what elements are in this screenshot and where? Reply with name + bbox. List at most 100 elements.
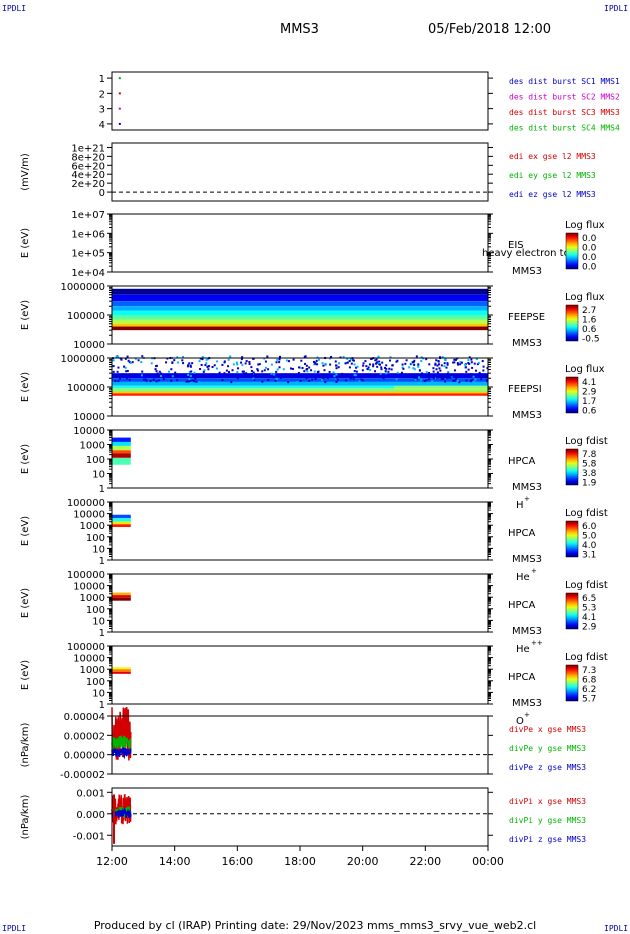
spectrogram-pixel <box>387 370 390 373</box>
y-tick-label: 10 <box>92 616 105 627</box>
y-tick-label: 1e+05 <box>71 249 105 260</box>
colorbar-tick-label: 1.7 <box>582 397 596 407</box>
spectrogram-pixel <box>187 380 190 383</box>
spectrogram-pixel <box>305 364 308 367</box>
footer-credits: Produced by cl (IRAP) Printing date: 29/… <box>93 919 537 932</box>
spectrogram-pixel <box>252 377 255 380</box>
spectrogram-pixel <box>202 370 205 373</box>
spectrogram-pixel <box>360 378 363 381</box>
spectrogram-pixel <box>418 376 421 379</box>
spectrogram-pixel <box>186 380 189 383</box>
spectrogram-band <box>112 385 488 389</box>
spectrogram-band <box>112 319 488 324</box>
spectrogram-pixel <box>203 369 206 372</box>
colorbar-tick-label: 4.1 <box>582 378 596 388</box>
spectrogram-pixel <box>329 363 332 366</box>
spectrogram-pixel <box>120 358 123 361</box>
spectrogram-pixel <box>405 359 408 362</box>
spectrogram-pixel <box>287 381 290 384</box>
spectrogram-pixel <box>465 370 468 373</box>
spectrogram-pixel <box>230 381 233 384</box>
spectrogram-pixel <box>191 379 194 382</box>
spectrogram-pixel <box>287 360 290 363</box>
y-tick-label: 1000 <box>80 521 105 532</box>
spectrogram-pixel <box>303 370 306 373</box>
spectrogram-pixel <box>127 359 130 362</box>
x-tick-label: 12:00 <box>96 855 128 868</box>
spectrogram-pixel <box>468 356 471 359</box>
instrument-label: HPCA <box>508 456 536 467</box>
spectrogram-pixel <box>174 375 177 378</box>
spectrogram-band <box>112 393 488 396</box>
y-axis-label: E (eV) <box>20 444 31 474</box>
y-axis-label: E (eV) <box>20 516 31 546</box>
y-tick-label: 100 <box>86 605 105 616</box>
spectrogram-pixel <box>198 381 201 384</box>
spectrogram-pixel <box>176 379 179 382</box>
spectrogram-pixel <box>482 369 485 372</box>
spectrogram-pixel <box>112 365 115 368</box>
spectrogram-pixel <box>276 358 279 361</box>
spectrogram-band <box>112 294 488 302</box>
spectrogram-pixel <box>441 356 444 359</box>
spectrogram-pixel <box>408 366 411 369</box>
series-line-divpe-z <box>111 746 132 760</box>
panel-des-dist: 1 2 3 4 des dist burst SC1 MMS1 des dist burs… <box>99 71 620 133</box>
colorbar-tick-label: 5.7 <box>582 695 596 705</box>
spectrogram-pixel <box>115 355 118 358</box>
spectrogram-pixel <box>389 356 392 359</box>
spectrogram-pixel <box>117 356 120 359</box>
spectrogram-pixel <box>236 363 239 366</box>
spectrogram-pixel <box>372 363 375 366</box>
spectrogram-pixel <box>376 365 379 368</box>
data-point-mms4 <box>118 77 121 80</box>
spectrogram-pixel <box>346 357 349 360</box>
spectrogram-pixel <box>245 360 248 363</box>
spectrogram-pixel <box>282 368 285 371</box>
y-tick-label: 1 <box>99 74 105 85</box>
spectrogram-pixel <box>241 370 244 373</box>
spectrogram-pixel <box>243 372 246 375</box>
time-axis: 12:00 14:00 16:00 18:00 20:00 22:00 00:00 <box>96 846 504 868</box>
series-line-divpe-y <box>111 735 132 751</box>
spectrogram-pixel <box>193 371 196 374</box>
spectrogram-pixel <box>313 363 316 366</box>
spectrogram-pixel <box>436 376 439 379</box>
spacecraft-label: MMS3 <box>512 338 542 349</box>
spectrogram-pixel <box>304 355 307 358</box>
spectrogram-pixel <box>431 380 434 383</box>
spectrogram-pixel <box>195 375 198 378</box>
panel-frame <box>111 213 489 273</box>
spectrogram-pixel <box>330 355 333 358</box>
spectrogram-pixel <box>124 357 127 360</box>
spectrogram-pixel <box>362 362 365 365</box>
spectrogram-pixel <box>267 368 270 371</box>
spectrogram-pixel <box>406 376 409 379</box>
instrument-label: HPCA <box>508 528 536 539</box>
legend-entry: divPi x gse MMS3 <box>509 797 586 806</box>
spectrogram-pixel <box>334 360 337 363</box>
spacecraft-label: MMS3 <box>512 554 542 565</box>
colorbar-tick-label: 0.0 <box>582 234 597 244</box>
colorbar-tick-label: 0.0 <box>582 244 597 254</box>
spectrogram-pixel <box>415 355 418 358</box>
spectrogram-pixel <box>381 361 384 364</box>
spectrogram-pixel <box>235 361 238 364</box>
spectrogram-pixel <box>432 370 435 373</box>
spectrogram-pixel <box>174 371 177 374</box>
spacecraft-label: MMS3 <box>512 626 542 637</box>
spectrogram-pixel <box>118 377 121 380</box>
spectrogram-pixel <box>300 359 303 362</box>
spectrogram-pixel <box>356 365 359 368</box>
colorbar-label: Log flux <box>565 220 605 231</box>
spectrogram-pixel <box>221 379 224 382</box>
panel-divpi: 0.001 0.000 -0.001 (nPa/km) divPi x gse MMS3… <box>20 787 586 847</box>
spectrogram-pixel <box>301 367 304 370</box>
instrument-label: HPCA <box>508 600 536 611</box>
spectrogram-pixel <box>240 358 243 361</box>
spectrogram-pixel <box>173 359 176 362</box>
species-label: O <box>516 716 524 727</box>
spectrogram-pixel <box>231 373 234 376</box>
spectrogram-pixel <box>207 358 210 361</box>
spectrogram-pixel <box>278 366 281 369</box>
